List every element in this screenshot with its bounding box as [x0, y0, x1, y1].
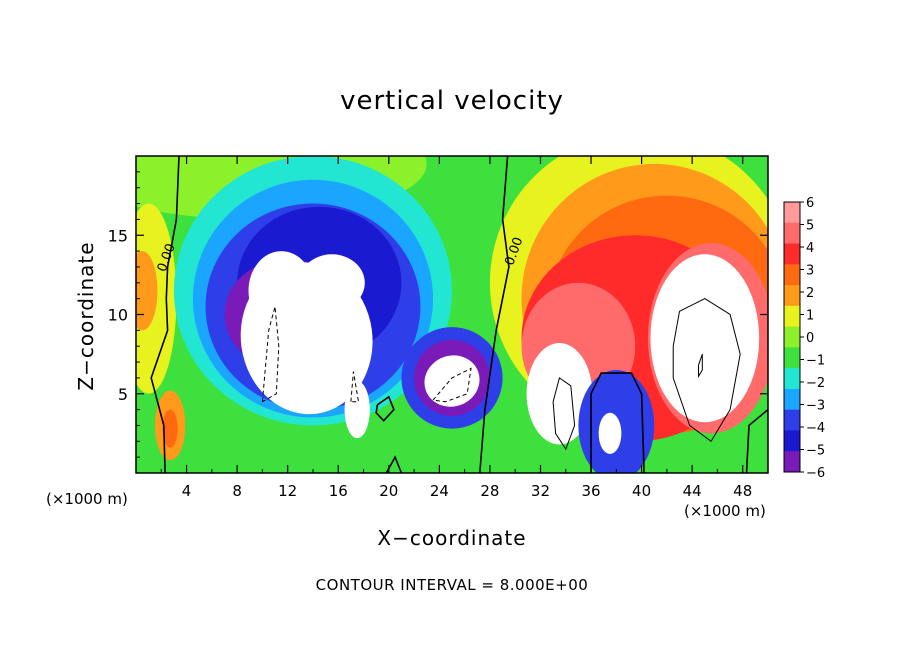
- x-tick-label: 24: [430, 482, 449, 500]
- negative-contour-tail: [350, 371, 360, 403]
- x-tick-label: 12: [278, 482, 297, 500]
- x-tick-label: 16: [329, 482, 348, 500]
- updraft-notch-white: [598, 412, 622, 454]
- colorbar-swatch: [784, 243, 800, 265]
- x-unit-label-right: (×1000 m): [684, 502, 766, 520]
- colorbar-label: 6: [806, 196, 814, 211]
- colorbar-label: −3: [806, 399, 825, 414]
- colorbar-swatch: [784, 326, 800, 348]
- colorbar: 6 5 4 3 2 1 0 −1 −2 −3 −4 −5 −6: [783, 196, 825, 481]
- x-unit-label-left: (×1000 m): [46, 490, 128, 508]
- colorbar-swatch: [784, 368, 800, 390]
- field-tint-left-orange: [136, 251, 158, 331]
- left-updraft-core: [162, 409, 178, 448]
- x-tick-label: 28: [480, 482, 499, 500]
- colorbar-swatch: [784, 285, 800, 307]
- colorbar-label: 1: [806, 309, 814, 324]
- colorbar-swatch: [784, 409, 800, 431]
- x-tick-label: 20: [379, 482, 398, 500]
- colorbar-swatch: [784, 202, 800, 224]
- colorbar-label: 4: [806, 241, 814, 256]
- x-tick-label: 44: [683, 482, 702, 500]
- contour-interval-note: CONTOUR INTERVAL = 8.000E+00: [315, 576, 589, 594]
- positive-contour-right: [672, 298, 741, 443]
- colorbar-label: 3: [806, 264, 814, 279]
- updraft-white-right: [650, 254, 760, 423]
- positive-contour-tiny: [698, 353, 703, 379]
- colorbar-label: −2: [806, 376, 825, 391]
- y-tick-label: 5: [118, 385, 128, 404]
- colorbar-label: −1: [806, 354, 825, 369]
- colorbar-label: 2: [806, 286, 814, 301]
- negative-contour-left: [261, 306, 280, 403]
- zero-contour-left: [150, 156, 180, 473]
- zero-contour-right-edge: [745, 408, 768, 473]
- y-tick-label: 15: [108, 226, 128, 245]
- colorbar-label: 0: [806, 331, 814, 346]
- negative-contour-mid: [432, 367, 472, 403]
- x-tick-label: 32: [531, 482, 550, 500]
- velocity-field: [136, 156, 768, 473]
- colorbar-swatch: [784, 430, 800, 452]
- y-tick-label: 10: [108, 306, 128, 325]
- x-tick-label: 48: [733, 482, 752, 500]
- x-tick-label: 40: [632, 482, 651, 500]
- positive-contour-left: [552, 377, 576, 451]
- colorbar-swatch: [784, 451, 800, 473]
- zero-contour-right: [479, 156, 510, 473]
- colorbar-label: 5: [806, 219, 814, 234]
- colorbar-swatch: [784, 222, 800, 245]
- colorbar-label: −6: [806, 466, 825, 481]
- colorbar-swatch: [784, 388, 800, 411]
- downdraft-white-top2: [299, 254, 365, 312]
- zero-contour-notch: [590, 372, 645, 473]
- colorbar-swatch: [784, 305, 800, 328]
- x-tick-label: 4: [182, 482, 192, 500]
- zero-contour-small-loop: [375, 395, 395, 422]
- downdraft-white-top: [248, 251, 315, 331]
- chart-title: vertical velocity: [340, 86, 564, 116]
- colorbar-swatch: [784, 347, 800, 369]
- x-tick-label: 36: [581, 482, 600, 500]
- colorbar-label: −5: [806, 444, 825, 459]
- x-tick-label: 8: [232, 482, 242, 500]
- x-axis-label: X−coordinate: [377, 526, 527, 550]
- colorbar-label: −4: [806, 421, 825, 436]
- downdraft-white-tail: [344, 381, 370, 439]
- colorbar-swatch: [784, 264, 800, 286]
- updraft-white-left: [526, 343, 593, 445]
